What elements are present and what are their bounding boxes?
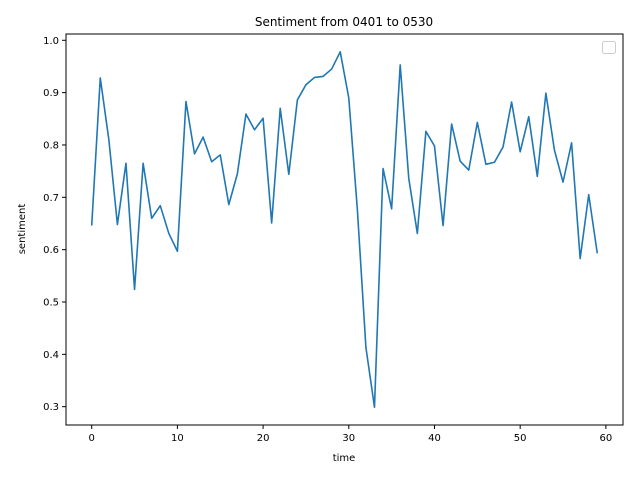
y-tick-label: 0.4 (43, 350, 59, 361)
axes-frame (65, 33, 624, 426)
x-tick-label: 10 (171, 433, 184, 444)
y-axis: 0.3 0.4 0.5 0.6 0.7 0.8 0.9 1.0 (43, 36, 66, 413)
series-line-0 (90, 50, 599, 409)
y-tick-label: 0.6 (43, 245, 59, 256)
chart-title: Sentiment from 0401 to 0530 (255, 15, 433, 29)
x-tick-label: 60 (599, 433, 612, 444)
y-tick-label: 0.3 (43, 402, 59, 413)
x-axis: 0 10 20 30 40 50 60 (89, 425, 612, 444)
x-tick-label: 30 (342, 433, 355, 444)
x-tick-label: 0 (89, 433, 95, 444)
y-tick-label: 0.9 (43, 88, 59, 99)
y-axis-label: sentiment (17, 204, 28, 255)
y-tick-label: 0.7 (43, 193, 59, 204)
x-axis-label: time (333, 453, 356, 464)
legend-box (602, 41, 616, 54)
y-tick-label: 0.8 (43, 140, 59, 151)
y-tick-label: 1.0 (43, 36, 59, 47)
plot-area (90, 50, 599, 409)
x-tick-label: 50 (514, 433, 527, 444)
x-tick-label: 40 (428, 433, 441, 444)
y-tick-label: 0.5 (43, 297, 59, 308)
x-tick-label: 20 (257, 433, 270, 444)
